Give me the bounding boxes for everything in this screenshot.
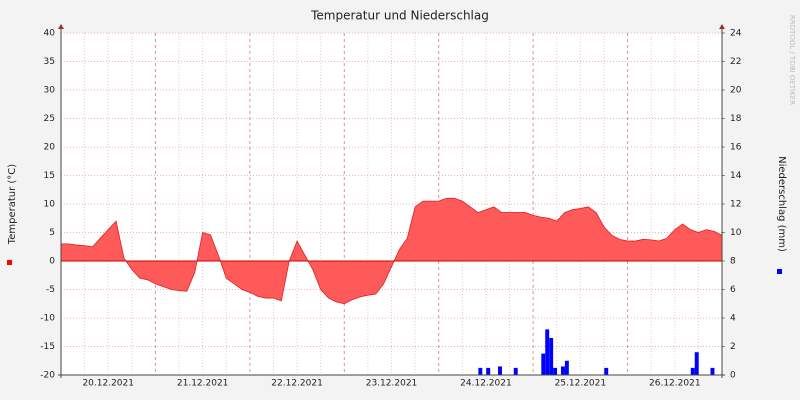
- y2-tick-label: 4: [730, 314, 736, 324]
- precipitation-bar: [564, 360, 569, 375]
- temperature-area: [60, 197, 723, 305]
- chart-title: Temperatur und Niederschlag: [310, 9, 489, 23]
- y2-tick-label: 10: [730, 228, 742, 238]
- y2-tick-label: 18: [730, 114, 742, 124]
- precipitation-bar: [545, 329, 550, 375]
- precipitation-bar: [710, 367, 715, 375]
- axes: 20.12.2021 21.12.2021 22.12.2021 23.12.2021…: [40, 24, 742, 389]
- y2-tick-label: 6: [730, 285, 736, 295]
- y-tick-label: 25: [44, 114, 55, 124]
- y-tick-label: 5: [49, 228, 55, 238]
- y2-axis-label: Niederschlag (mm): [776, 156, 787, 252]
- y-tick-label: -10: [40, 314, 55, 324]
- y2-tick-label: 8: [730, 257, 736, 267]
- y-tick-label: 20: [44, 143, 56, 153]
- precipitation-bar: [486, 367, 491, 375]
- x-tick-label: 22.12.2021: [271, 379, 323, 389]
- precipitation-bar: [541, 353, 546, 375]
- y2-axis-arrow: [719, 24, 725, 29]
- y-axis-label: Temperatur (°C): [7, 164, 18, 245]
- y-tick-label: 30: [44, 86, 56, 96]
- y2-tick-label: 22: [730, 57, 741, 67]
- watermark: RRDTOOL / TOBI OETIKER: [788, 15, 796, 105]
- y2-tick-label: 24: [730, 29, 742, 39]
- y-tick-label: 40: [44, 29, 56, 39]
- legend-swatch: [7, 260, 12, 265]
- y-tick-label: 0: [49, 257, 55, 267]
- x-tick-label: 21.12.2021: [177, 379, 229, 389]
- y-tick-label: 15: [44, 171, 55, 181]
- y-tick-label: -15: [40, 342, 55, 352]
- y-tick-label: 10: [44, 200, 56, 210]
- precipitation-bar: [478, 367, 483, 375]
- precipitation-bar: [694, 352, 699, 375]
- y2-tick-label: 12: [730, 200, 741, 210]
- precipitation-bar: [690, 367, 695, 375]
- x-tick-label: 24.12.2021: [460, 379, 512, 389]
- y-tick-label: 35: [44, 57, 55, 67]
- y2-tick-label: 0: [730, 371, 736, 381]
- y2-tick-label: 2: [730, 342, 736, 352]
- legend-swatch: [777, 269, 782, 274]
- x-tick-label: 20.12.2021: [82, 379, 134, 389]
- x-tick-label: 26.12.2021: [649, 379, 701, 389]
- y2-tick-label: 16: [730, 143, 742, 153]
- precipitation-bar: [604, 367, 609, 375]
- y2-tick-label: 14: [730, 171, 742, 181]
- x-tick-label: 25.12.2021: [555, 379, 607, 389]
- marks: [60, 197, 723, 375]
- y-axis-arrow: [58, 24, 64, 29]
- y-tick-label: -5: [46, 285, 55, 295]
- precipitation-bar: [560, 366, 565, 375]
- y-tick-label: -20: [40, 371, 55, 381]
- y2-tick-label: 20: [730, 86, 742, 96]
- precipitation-bar: [513, 367, 518, 375]
- precipitation-bar: [549, 337, 554, 375]
- precipitation-bar: [553, 367, 558, 375]
- x-tick-label: 23.12.2021: [366, 379, 418, 389]
- grid: [61, 32, 722, 376]
- precipitation-bar: [498, 366, 502, 375]
